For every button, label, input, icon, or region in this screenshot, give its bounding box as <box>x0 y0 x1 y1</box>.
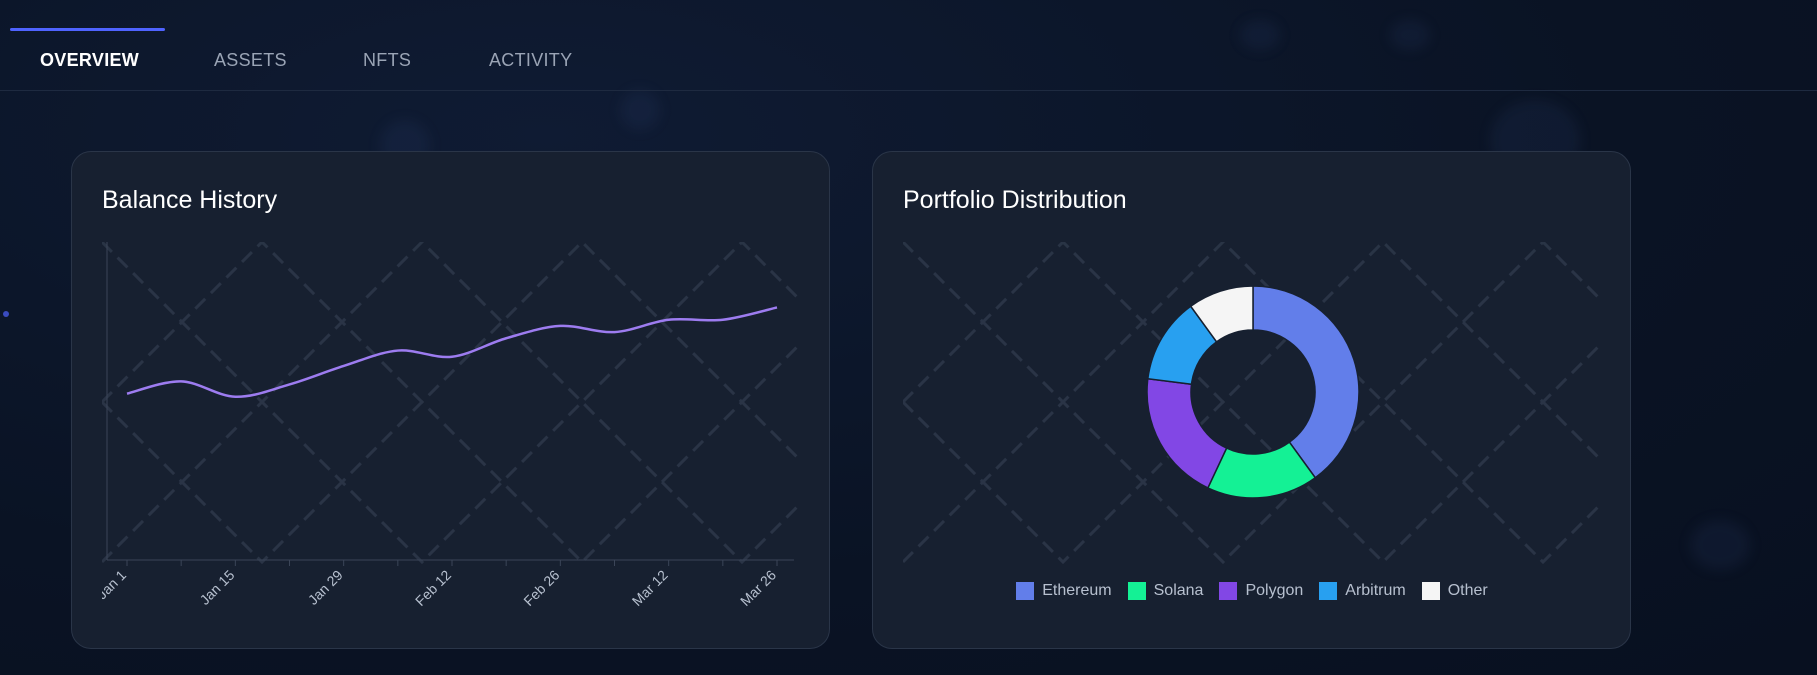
watermark-pattern <box>102 242 802 565</box>
legend-label: Ethereum <box>1042 582 1112 599</box>
card-title: Portfolio Distribution <box>903 186 1127 214</box>
x-tick-label: Mar 12 <box>629 567 671 609</box>
tab-nfts[interactable]: NFTS <box>363 50 412 70</box>
bg-glow <box>1690 520 1750 570</box>
donut-slice-polygon[interactable] <box>1146 377 1228 489</box>
legend-item-polygon[interactable]: Polygon <box>1219 582 1303 600</box>
legend-label: Other <box>1447 582 1488 599</box>
legend-label: Arbitrum <box>1345 582 1406 599</box>
tab-assets[interactable]: ASSETS <box>214 50 287 70</box>
donut-slice-ethereum[interactable] <box>1252 285 1360 479</box>
x-tick-label: Feb 12 <box>412 567 454 609</box>
legend-swatch <box>1319 582 1338 600</box>
active-tab-indicator <box>10 28 165 31</box>
tab-overview[interactable]: OVERVIEW <box>40 50 140 70</box>
bg-glow <box>1390 20 1430 50</box>
legend-item-arbitrum[interactable]: Arbitrum <box>1319 582 1406 600</box>
watermark-pattern <box>903 242 1603 565</box>
legend-item-ethereum[interactable]: Ethereum <box>1016 582 1112 600</box>
legend-swatch <box>1421 582 1440 600</box>
legend-label: Solana <box>1153 582 1204 599</box>
x-tick-label: Mar 26 <box>737 567 779 609</box>
legend-swatch <box>1016 582 1035 600</box>
donut-slice-other[interactable] <box>1189 285 1254 343</box>
x-tick-label: Jan 1 <box>102 567 129 603</box>
x-tick-label: Jan 15 <box>196 567 237 608</box>
legend-swatch <box>1127 582 1146 600</box>
portfolio-distribution-card: Portfolio Distribution Ethereum Solana <box>872 151 1631 649</box>
bg-glow <box>1240 20 1280 50</box>
x-ticks: Jan 1 Jan 15 Jan 29 Feb 12 Feb 26 Mar 12 Mar 2… <box>102 560 779 609</box>
balance-line <box>126 306 778 399</box>
legend-item-solana[interactable]: Solana <box>1127 582 1204 600</box>
portfolio-chart-area <box>903 242 1603 622</box>
legend-item-other[interactable]: Other <box>1421 582 1488 600</box>
bg-particle <box>3 311 9 317</box>
x-tick-label: Feb 26 <box>520 567 562 609</box>
tab-bar: OVERVIEW ASSETS NFTS ACTIVITY <box>0 0 1817 91</box>
legend-label: Polygon <box>1245 582 1304 599</box>
legend-swatch <box>1219 582 1238 600</box>
portfolio-legend: Ethereum Solana Polygon Arbitrum Other <box>873 582 1630 600</box>
bg-glow <box>620 90 660 130</box>
card-title: Balance History <box>102 186 278 214</box>
x-tick-label: Jan 29 <box>305 567 346 608</box>
tab-activity[interactable]: ACTIVITY <box>489 50 573 70</box>
portfolio-donut-chart <box>1146 285 1360 499</box>
